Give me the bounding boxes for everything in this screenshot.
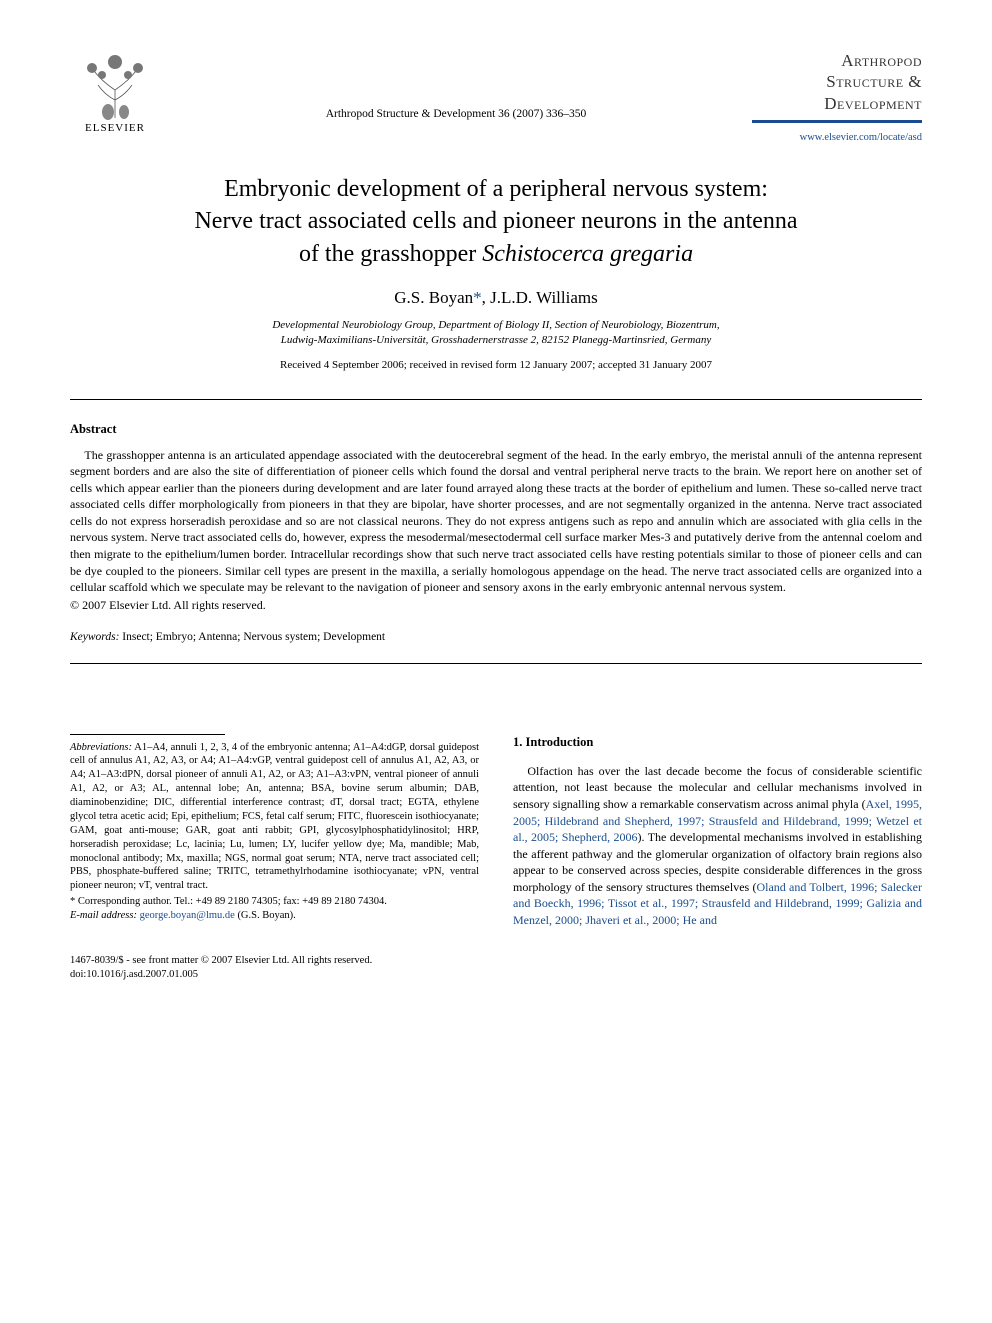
journal-title: Arthropod Structure & Development: [752, 50, 922, 123]
abstract-heading: Abstract: [70, 422, 922, 437]
footnote-rule: [70, 734, 225, 735]
journal-title-l3: Development: [824, 94, 922, 113]
intro-p1-pre: Olfaction has over the last decade becom…: [513, 764, 922, 811]
affiliation-l1: Developmental Neurobiology Group, Depart…: [272, 319, 719, 331]
corr-email-line: E-mail address: george.boyan@lmu.de (G.S…: [70, 909, 479, 923]
intro-heading: 1. Introduction: [513, 734, 922, 751]
keywords: Keywords: Insect; Embryo; Antenna; Nervo…: [70, 631, 922, 643]
elsevier-tree-icon: [80, 50, 150, 120]
article-title: Embryonic development of a peripheral ne…: [90, 173, 902, 270]
footer-row: 1467-8039/$ - see front matter © 2007 El…: [70, 954, 922, 981]
article-dates: Received 4 September 2006; received in r…: [70, 359, 922, 371]
footer-doi: doi:10.1016/j.asd.2007.01.005: [70, 968, 372, 982]
title-line1: Embryonic development of a peripheral ne…: [224, 176, 768, 202]
affiliation-l2: Ludwig-Maximilians-Universität, Grosshad…: [281, 334, 711, 346]
title-line2: Nerve tract associated cells and pioneer…: [194, 208, 797, 234]
author-names: G.S. Boyan*, J.L.D. Williams: [394, 288, 598, 307]
publisher-logo: ELSEVIER: [70, 50, 160, 134]
corr-email-link[interactable]: george.boyan@lmu.de: [137, 910, 237, 921]
affiliation: Developmental Neurobiology Group, Depart…: [70, 318, 922, 349]
title-species: Schistocerca gregaria: [482, 241, 693, 267]
title-line3-pre: of the grasshopper: [299, 241, 482, 267]
abbrev-text: A1–A4, annuli 1, 2, 3, 4 of the embryoni…: [70, 742, 479, 892]
header-row: ELSEVIER Arthropod Structure & Developme…: [70, 50, 922, 145]
abbreviations-block: Abbreviations: A1–A4, annuli 1, 2, 3, 4 …: [70, 741, 479, 893]
publisher-label: ELSEVIER: [85, 122, 145, 134]
rule-bottom: [70, 663, 922, 664]
corr-email-name: (G.S. Boyan).: [237, 910, 295, 921]
keywords-label: Keywords:: [70, 631, 119, 643]
abbrev-label: Abbreviations:: [70, 742, 132, 753]
keywords-list: Insect; Embryo; Antenna; Nervous system;…: [119, 631, 385, 643]
abstract-text: The grasshopper antenna is an articulate…: [70, 447, 922, 596]
rule-top: [70, 399, 922, 400]
left-column: Abbreviations: A1–A4, annuli 1, 2, 3, 4 …: [70, 734, 479, 929]
journal-box: Arthropod Structure & Development www.el…: [752, 50, 922, 145]
intro-paragraph: Olfaction has over the last decade becom…: [513, 763, 922, 928]
corresponding-mark-icon: *: [473, 288, 482, 307]
citation-line: Arthropod Structure & Development 36 (20…: [160, 50, 752, 120]
footer-left: 1467-8039/$ - see front matter © 2007 El…: [70, 954, 372, 981]
journal-title-l1: Arthropod: [841, 51, 922, 70]
email-label: E-mail address:: [70, 910, 137, 921]
journal-url-link[interactable]: www.elsevier.com/locate/asd: [800, 132, 922, 143]
authors: G.S. Boyan*, J.L.D. Williams: [70, 288, 922, 308]
abstract-block: Abstract The grasshopper antenna is an a…: [70, 422, 922, 613]
corr-line1: * Corresponding author. Tel.: +49 89 218…: [70, 895, 479, 909]
right-column: 1. Introduction Olfaction has over the l…: [513, 734, 922, 929]
two-column-body: Abbreviations: A1–A4, annuli 1, 2, 3, 4 …: [70, 734, 922, 929]
footer-issn: 1467-8039/$ - see front matter © 2007 El…: [70, 954, 372, 968]
abstract-copyright: © 2007 Elsevier Ltd. All rights reserved…: [70, 598, 922, 613]
journal-title-l2: Structure &: [826, 72, 922, 91]
corresponding-author-block: * Corresponding author. Tel.: +49 89 218…: [70, 895, 479, 923]
